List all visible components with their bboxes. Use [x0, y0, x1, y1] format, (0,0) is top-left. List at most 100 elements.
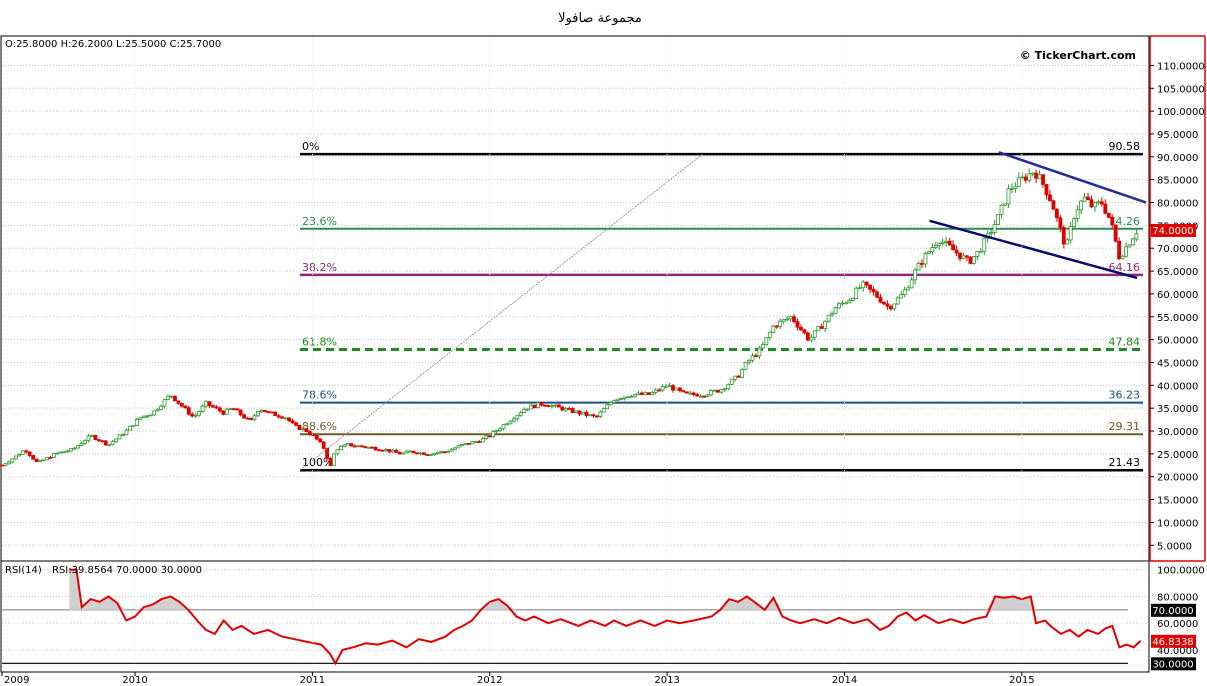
- candle-body: [76, 445, 80, 449]
- fibonacci-levels: 0% 90.58 23.6% 74.26 38.2% 64.16 61.8% 47.84 78.…: [299, 140, 1143, 472]
- candle-body: [470, 441, 475, 445]
- candle-body: [300, 428, 305, 431]
- candle-body: [425, 454, 430, 456]
- candle-body: [83, 440, 87, 444]
- candle-body: [916, 263, 921, 271]
- candle-body: [1086, 196, 1090, 201]
- candle-body: [954, 249, 959, 254]
- candle-body: [411, 450, 416, 454]
- candle-body: [716, 389, 720, 393]
- candle-body: [1072, 218, 1077, 227]
- candle-body: [584, 411, 589, 416]
- fib-value-label: 21.43: [1109, 456, 1141, 469]
- candle-body: [940, 242, 945, 245]
- candle-body: [674, 387, 679, 391]
- candle-body: [311, 434, 316, 436]
- candle-body: [363, 446, 368, 449]
- candle-body: [522, 408, 527, 414]
- candle-body: [757, 347, 762, 357]
- candle-body: [55, 452, 60, 455]
- candle-body: [868, 284, 873, 290]
- candle-body: [802, 329, 807, 334]
- x-axis: 2009 2010 2011 2012 2013 2014 2015: [1, 38, 1035, 686]
- candle-body: [764, 337, 769, 345]
- candle-body: [145, 415, 150, 418]
- candle-body: [467, 442, 471, 445]
- candle-body: [875, 291, 879, 298]
- candle-body: [401, 452, 406, 455]
- candle-body: [563, 408, 568, 411]
- candle-body: [546, 405, 551, 408]
- candle-body: [294, 422, 298, 426]
- candle-body: [1027, 173, 1032, 181]
- candle-body: [1051, 200, 1056, 210]
- candle-body: [86, 435, 91, 442]
- candle-body: [314, 435, 319, 440]
- candle-body: [906, 287, 911, 291]
- candle-body: [1113, 224, 1118, 242]
- fib-value-label: 36.23: [1109, 389, 1141, 402]
- candle-body: [608, 402, 613, 406]
- candle-body: [155, 408, 160, 412]
- candle-body: [186, 407, 191, 415]
- fib-value-label: 74.26: [1109, 215, 1141, 228]
- trend-overlays: [299, 151, 1147, 471]
- candle-body: [567, 408, 572, 410]
- candle-body: [947, 240, 952, 246]
- candle-body: [965, 255, 969, 258]
- rsi-plot: [69, 568, 1142, 666]
- candle-body: [843, 302, 848, 305]
- candle-body: [830, 313, 834, 316]
- candle-body: [339, 446, 343, 451]
- candle-body: [795, 321, 800, 328]
- candle-body: [1010, 188, 1014, 190]
- candle-body: [750, 355, 755, 361]
- candle-body: [958, 252, 962, 260]
- price-y-tick-label: 100.0000: [1157, 107, 1205, 118]
- candle-body: [933, 245, 938, 248]
- candle-body: [48, 456, 53, 459]
- candle-body: [581, 411, 585, 415]
- candle-body: [307, 431, 312, 435]
- candle-body: [422, 452, 426, 455]
- candle-body: [913, 269, 917, 281]
- candle-body: [207, 401, 212, 407]
- candle-body: [290, 420, 295, 424]
- candle-body: [262, 409, 267, 413]
- candle-body: [266, 411, 271, 414]
- fib-percent-label: 100%: [302, 456, 333, 469]
- candle-body: [473, 441, 478, 443]
- rsi-y-axis: 100.0000 80.0000 60.0000 40.0000: [1157, 566, 1205, 657]
- candle-body: [1099, 201, 1104, 205]
- candle-body: [996, 214, 1000, 225]
- candle-body: [487, 435, 492, 438]
- price-y-tick-label: 5.0000: [1157, 541, 1192, 552]
- candle-body: [380, 449, 385, 452]
- rsi-current-label: 46.8338: [1152, 637, 1193, 648]
- candle-body: [480, 438, 485, 443]
- x-tick-label: 2013: [654, 675, 679, 686]
- candle-body: [937, 243, 942, 246]
- candle-body: [318, 438, 323, 443]
- candle-body: [190, 413, 195, 417]
- rsi-level-70-label: 70.0000: [1152, 606, 1193, 617]
- candle-body: [657, 389, 662, 392]
- price-y-tick-label: 55.0000: [1157, 313, 1198, 324]
- rsi-value-readout: RSI:39.8564 70.0000 30.0000: [52, 565, 202, 576]
- candle-body: [1041, 174, 1045, 185]
- candle-body: [41, 459, 46, 462]
- candle-body: [920, 263, 924, 265]
- candle-body: [1106, 212, 1111, 218]
- candle-body: [847, 300, 852, 304]
- candle-body: [134, 419, 139, 426]
- candle-body: [335, 449, 340, 455]
- candle-body: [629, 395, 634, 398]
- candle-body: [20, 450, 25, 455]
- price-y-tick-label: 40.0000: [1157, 381, 1198, 392]
- candle-body: [1103, 203, 1108, 214]
- candle-body: [166, 395, 170, 400]
- candle-body: [1020, 176, 1025, 179]
- candle-body: [197, 411, 202, 416]
- rsi-y-tick-label: 80.0000: [1157, 592, 1198, 603]
